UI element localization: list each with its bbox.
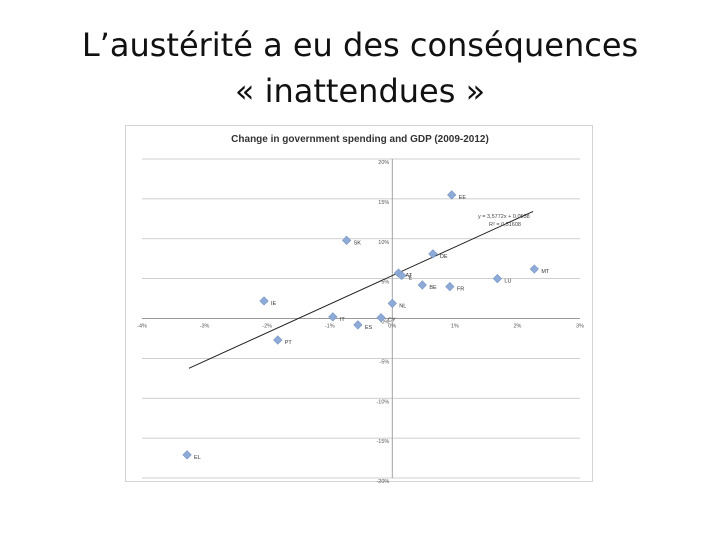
point-label-pt: PT	[285, 340, 293, 346]
data-point-sk	[342, 235, 352, 245]
y-tick-label: -10%	[376, 399, 389, 405]
data-point-de	[428, 249, 438, 259]
data-point-ee	[447, 190, 457, 200]
chart-panel: 20% 15% 10% 5% 0% -5% -10% -15% -20% -4% -3% -2% -1%…	[125, 125, 593, 483]
slide-title-line-1: L’austérité a eu des conséquences	[81, 26, 639, 64]
data-point-nl	[387, 298, 397, 308]
x-tick-label: 0%	[388, 324, 396, 330]
point-label-ee: EE	[459, 195, 467, 201]
x-tick-label: -3%	[200, 324, 210, 330]
point-label-de: DE	[440, 254, 448, 260]
data-point-lu	[492, 274, 503, 284]
y-tick-label: 15%	[378, 200, 389, 206]
y-tick-label: 0%	[381, 320, 389, 326]
point-label-el: EL	[194, 455, 201, 461]
x-tick-label: -1%	[325, 324, 335, 330]
slide-title: L’austérité a eu des conséquences « inat…	[0, 22, 720, 114]
point-label-at: AT	[406, 273, 413, 279]
y-tick-label: 10%	[378, 240, 389, 246]
point-label-e: E	[409, 275, 413, 281]
trendline	[188, 210, 534, 369]
y-tick-label: -20%	[376, 479, 389, 483]
data-point-be	[417, 280, 427, 290]
y-tick-label: -5%	[380, 359, 390, 365]
point-label-nl: NL	[399, 303, 406, 309]
y-tick-label: 20%	[378, 160, 389, 166]
r-squared-label: R² = 0,51608	[489, 222, 521, 228]
point-label-fr: FR	[457, 287, 464, 293]
point-label-lu: LU	[504, 279, 511, 285]
data-point-ie	[259, 296, 269, 306]
data-point-el	[182, 450, 192, 460]
point-label-mt: MT	[541, 269, 550, 275]
point-label-it: IT	[340, 317, 346, 323]
point-label-sk: SK	[354, 240, 362, 246]
point-label-es: ES	[365, 325, 373, 331]
point-label-ie: IE	[271, 301, 277, 307]
y-tick-label: 5%	[381, 280, 389, 286]
x-tick-label: -2%	[262, 324, 272, 330]
data-point-es	[353, 320, 363, 330]
data-point-e	[397, 270, 407, 281]
regression-equation: y = 3,5772x + 0,0538	[478, 214, 530, 220]
x-tick-label: 1%	[451, 324, 459, 330]
x-tick-label: 2%	[513, 324, 521, 330]
data-point-it	[328, 312, 338, 322]
slide-title-line-2: « inattendues »	[234, 72, 486, 110]
point-label-cy: CY	[388, 318, 396, 324]
x-tick-label: 3%	[576, 324, 584, 330]
x-tick-label: -4%	[137, 324, 147, 330]
data-point-fr	[445, 282, 455, 292]
point-label-be: BE	[429, 285, 437, 291]
data-point-cy	[376, 313, 386, 323]
chart-title: Change in government spending and GDP (2…	[231, 134, 489, 145]
data-point-mt	[529, 264, 539, 274]
y-tick-label: -15%	[376, 439, 389, 445]
scatter-chart: 20% 15% 10% 5% 0% -5% -10% -15% -20% -4% -3% -2% -1%…	[137, 158, 584, 483]
data-point-pt	[273, 335, 283, 345]
